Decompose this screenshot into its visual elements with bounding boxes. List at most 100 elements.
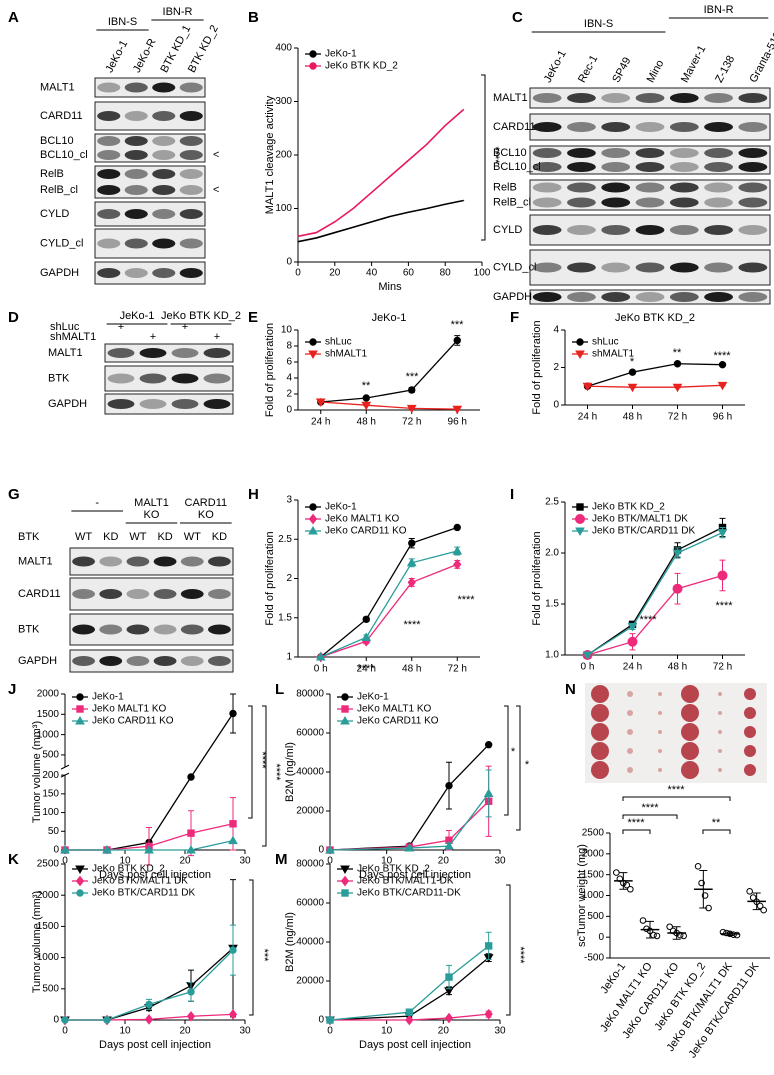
legend-marker: [309, 503, 317, 511]
band: [567, 197, 596, 208]
legend-marker: [308, 350, 318, 360]
band: [153, 656, 177, 666]
lane-label: SP49: [610, 55, 633, 84]
band: [601, 148, 631, 158]
y-tick-label: 1500: [37, 921, 60, 932]
significance: ****: [514, 946, 526, 964]
data-point: [484, 741, 493, 749]
y-tick-label: 4: [286, 373, 292, 384]
significance: ****: [641, 802, 659, 814]
x-axis-label: Days post cell injection: [99, 1039, 211, 1051]
sig-bracket: [249, 879, 254, 1016]
data-point: [666, 923, 673, 931]
band: [208, 556, 231, 567]
x-tick-label: 48 h: [623, 412, 642, 423]
data-point: [717, 381, 728, 391]
data-point: [362, 394, 370, 402]
band: [97, 82, 121, 93]
band: [153, 589, 177, 599]
x-tick-label: 20: [179, 856, 191, 867]
band: [152, 238, 176, 249]
data-point: [746, 888, 753, 895]
group-label: IBN-R: [704, 4, 734, 16]
sig-bracket: [248, 705, 253, 819]
data-point: [315, 651, 326, 661]
band: [180, 556, 204, 567]
y-tick-label: 0: [53, 845, 59, 856]
data-point: [672, 583, 683, 594]
y-tick-label: 500: [42, 983, 59, 994]
data-point: [102, 844, 112, 854]
band: [532, 197, 562, 208]
data-point: [361, 401, 372, 411]
x-tick-label: 48 h: [668, 662, 687, 673]
legend-label: JeKo-1: [325, 49, 357, 60]
panel-letter: G: [8, 486, 20, 503]
y-tick-label: 1.5: [545, 599, 559, 610]
data-point: [623, 881, 631, 889]
band: [601, 93, 631, 103]
x-tick-label: 72 h: [713, 662, 732, 673]
y-tick-label: 60000: [296, 728, 324, 739]
legend-label: JeKo BTK/CARD11 DK: [92, 888, 196, 899]
y-tick-label: 1500: [37, 709, 60, 720]
data-point: [229, 709, 237, 718]
y-tick-label: 2000: [37, 890, 60, 901]
x-tick-label: 72 h: [668, 412, 687, 423]
band: [669, 122, 699, 132]
row-label: BCL10: [493, 147, 527, 159]
band: [635, 148, 665, 158]
band: [126, 656, 150, 666]
y-tick-label: 8: [286, 341, 292, 352]
row-label: GAPDH: [18, 655, 57, 667]
legend-marker: [341, 693, 349, 701]
data-point: [484, 942, 493, 950]
band: [567, 262, 596, 273]
data-point: [186, 844, 196, 854]
tumor: [744, 688, 756, 700]
significance: ****: [639, 614, 657, 626]
x-tick-label: 96 h: [713, 412, 732, 423]
legend-label: JeKo-1: [325, 502, 357, 513]
significance: ****: [667, 784, 685, 796]
y-tick-label: 300: [275, 96, 292, 107]
data-point: [650, 931, 657, 939]
band: [704, 162, 733, 172]
band: [738, 225, 768, 235]
significance: **: [712, 817, 721, 829]
y-tick-label: 100: [42, 807, 59, 818]
treatment-mark: +: [118, 321, 124, 333]
series-line: [320, 550, 458, 658]
y-tick-label: 50: [48, 826, 60, 837]
band: [704, 225, 733, 235]
band: [567, 292, 596, 302]
y-tick-label: 2.5: [545, 497, 559, 508]
lane-label: Maver-1: [679, 44, 709, 85]
series-line: [297, 199, 464, 243]
data-point: [582, 651, 593, 661]
y-axis-label: MALT1 cleavage activity: [264, 95, 276, 214]
row-label: RelB: [40, 168, 64, 180]
data-point: [444, 841, 454, 850]
band: [738, 262, 768, 273]
x-tick-label: 0: [327, 856, 333, 867]
y-tick-label: 2: [286, 573, 292, 584]
y-tick-label: 0: [318, 845, 324, 856]
significance: ****: [627, 817, 645, 829]
genotype-value: KD: [157, 531, 172, 543]
y-axis-label: B2M (ng/ml): [284, 912, 296, 972]
x-tick-label: 0: [62, 1026, 68, 1037]
band: [124, 238, 148, 249]
y-tick-label: 0: [553, 400, 559, 411]
tumor: [591, 742, 609, 760]
panel-letter: A: [8, 9, 19, 26]
significance: ***: [258, 949, 270, 963]
sig-bracket: [506, 884, 511, 1016]
band: [124, 136, 148, 146]
row-label: CYLD: [40, 208, 69, 220]
band: [532, 262, 562, 273]
band: [124, 169, 148, 179]
data-point: [733, 931, 741, 939]
band: [601, 292, 631, 302]
data-point: [444, 1012, 454, 1024]
